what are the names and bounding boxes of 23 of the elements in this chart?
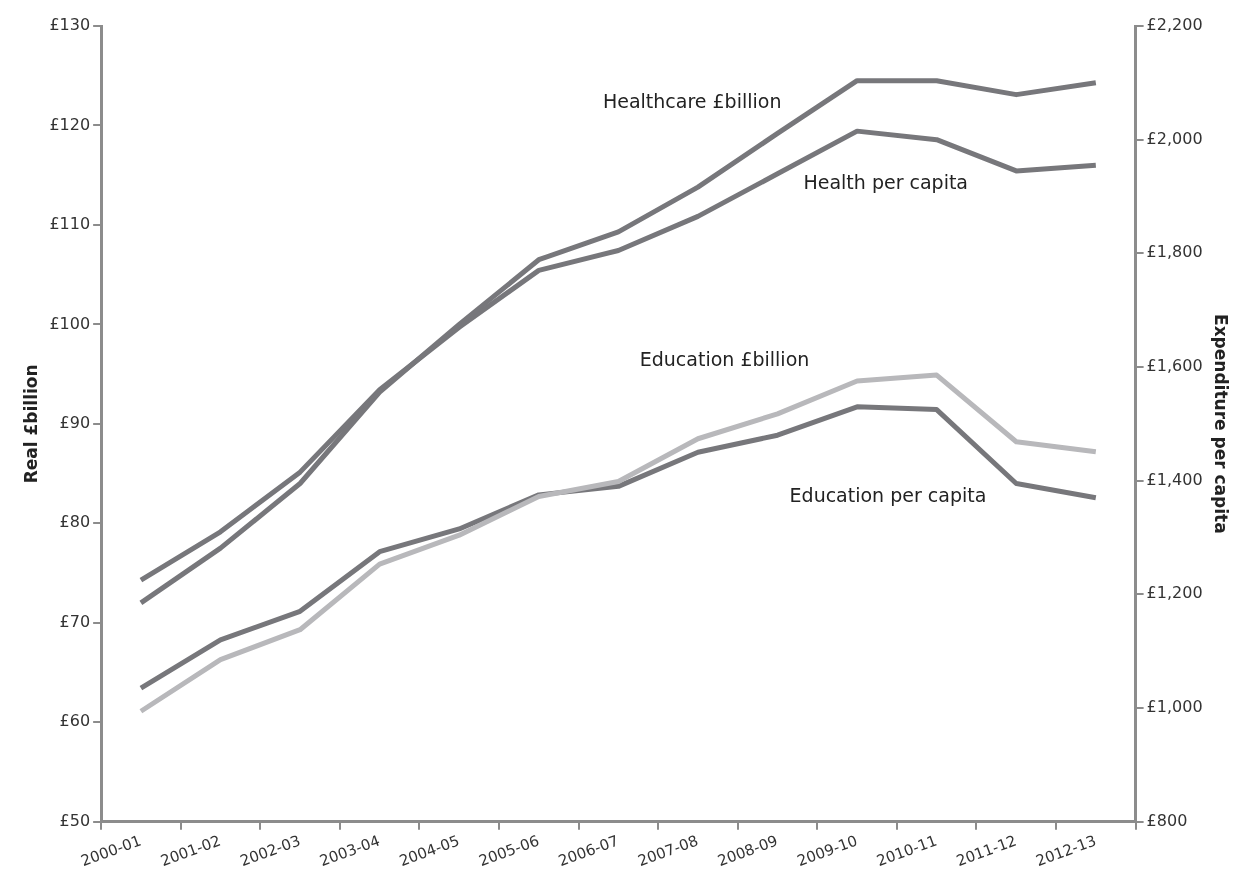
y-tick-label: £70 <box>59 611 91 631</box>
series-label: Health per capita <box>803 171 969 194</box>
y-tick-label: £120 <box>49 114 91 134</box>
series-label: Healthcare £billion <box>602 90 782 113</box>
series-label: Education £billion <box>639 348 810 371</box>
y-tick-label: £60 <box>59 711 91 731</box>
y-tick-label: £110 <box>49 214 91 234</box>
y-axis-title: Real £billion <box>20 364 41 484</box>
y-tick-label: £90 <box>59 412 91 432</box>
y-tick-label: £50 <box>59 810 91 830</box>
y2-tick-label: £2,200 <box>1146 15 1203 35</box>
y2-tick-label: £1,400 <box>1146 469 1203 489</box>
y2-axis-title: Expenditure per capita <box>1211 314 1232 534</box>
y2-tick-label: £1,600 <box>1146 356 1203 376</box>
series-label: Education per capita <box>789 483 987 506</box>
y2-tick-label: £800 <box>1146 810 1188 830</box>
y2-tick-label: £1,000 <box>1146 697 1203 717</box>
y-tick-label: £100 <box>49 313 91 333</box>
y-tick-label: £80 <box>59 512 91 532</box>
y2-tick-label: £2,000 <box>1146 128 1203 148</box>
y2-tick-label: £1,800 <box>1146 242 1203 262</box>
y2-tick-label: £1,200 <box>1146 583 1203 603</box>
y-tick-label: £130 <box>49 15 91 35</box>
